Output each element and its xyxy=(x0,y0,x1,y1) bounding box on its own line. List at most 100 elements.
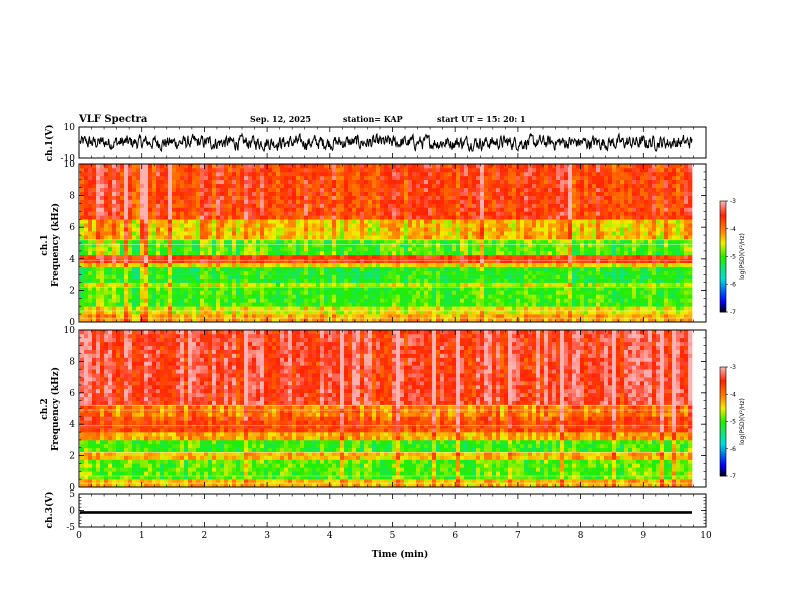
spectrogram-cell xyxy=(552,227,557,232)
spectrogram-cell xyxy=(528,274,533,279)
spectrogram-cell xyxy=(84,223,89,228)
spectrogram-cell xyxy=(280,310,285,315)
spectrogram-cell xyxy=(356,223,361,228)
spectrogram-cell xyxy=(628,262,633,268)
spectrogram-cell xyxy=(448,246,453,252)
spectrogram-cell xyxy=(636,278,641,283)
spectrogram-cell xyxy=(392,227,397,232)
spectrogram-cell xyxy=(652,282,657,287)
spectrogram-cell xyxy=(604,235,609,240)
spectrogram-cell xyxy=(580,290,585,295)
spectrogram-cell xyxy=(412,231,417,236)
spectrogram-cell xyxy=(476,219,481,224)
spectrogram-cell xyxy=(384,274,389,279)
spectrogram-cell xyxy=(436,246,441,252)
spectrogram-cell xyxy=(440,282,445,287)
spectrogram-cell xyxy=(144,199,149,204)
spectrogram-cell xyxy=(536,306,541,311)
spectrogram-cell xyxy=(228,294,233,299)
spectrogram-cell xyxy=(600,227,605,232)
spectrogram-cell xyxy=(664,227,669,232)
spectrogram-cell xyxy=(508,282,513,287)
spectrogram-cell xyxy=(540,294,545,299)
spectrogram-cell xyxy=(632,318,637,323)
spectrogram-cell xyxy=(376,298,381,303)
spectrogram-cell xyxy=(440,254,445,260)
spectrogram-cell xyxy=(632,231,637,236)
spectrogram-cell xyxy=(172,203,177,208)
spectrogram-cell xyxy=(472,246,477,252)
spectrogram-cell xyxy=(96,219,101,224)
spectrogram-cell xyxy=(536,258,541,264)
spectrogram-cell xyxy=(580,246,585,252)
spectrogram-cell xyxy=(196,207,201,212)
spectrogram-cell xyxy=(332,207,337,212)
spectrogram-cell xyxy=(644,250,649,256)
spectrogram-cell xyxy=(452,282,457,287)
spectrogram-cell xyxy=(348,278,353,283)
spectrogram-cell xyxy=(688,318,693,323)
spectrogram-cell xyxy=(304,282,309,287)
spectrogram-cell xyxy=(352,310,357,315)
spectrogram-cell xyxy=(280,278,285,283)
spectrogram-cell xyxy=(488,239,493,244)
spectrogram-cell xyxy=(636,290,641,295)
spectrogram-cell xyxy=(400,215,405,220)
spectrogram-cell xyxy=(324,207,329,212)
spectrogram-cell xyxy=(520,231,525,236)
spectrogram-cell xyxy=(88,278,93,283)
spectrogram-cell xyxy=(284,254,289,260)
spectrogram-cell xyxy=(656,199,661,204)
spectrogram-cell xyxy=(344,274,349,279)
spectrogram-cell xyxy=(156,243,161,248)
spectrogram-cell xyxy=(600,243,605,248)
spectrogram-cell xyxy=(80,266,85,271)
spectrogram-cell xyxy=(184,274,189,279)
spectrogram-cell xyxy=(308,243,313,248)
spectrogram-cell xyxy=(272,258,277,264)
spectrogram-cell xyxy=(600,270,605,275)
spectrogram-cell xyxy=(668,310,673,315)
spectrogram-cell xyxy=(464,314,469,319)
spectrogram-cell xyxy=(228,246,233,252)
spectrogram-cell xyxy=(340,235,345,240)
spectrogram-cell xyxy=(296,294,301,299)
spectrogram-cell xyxy=(176,286,181,291)
spectrogram-cell xyxy=(652,199,657,204)
spectrogram-cell xyxy=(244,243,249,248)
spectrogram-cell xyxy=(344,290,349,295)
spectrogram-cell xyxy=(436,215,441,220)
spectrogram-cell xyxy=(668,250,673,256)
spectrogram-cell xyxy=(148,290,153,295)
spectrogram-cell xyxy=(636,298,641,303)
spectrogram-cell xyxy=(244,282,249,287)
spectrogram-cell xyxy=(116,282,121,287)
spectrogram-cell xyxy=(412,215,417,220)
spectrogram-cell xyxy=(556,310,561,315)
spectrogram-cell xyxy=(264,227,269,232)
spectrogram-cell xyxy=(500,310,505,315)
spectrogram-cell xyxy=(320,318,325,323)
spectrogram-cell xyxy=(244,235,249,240)
spectrogram-cell xyxy=(436,199,441,204)
spectrogram-cell xyxy=(620,282,625,287)
spectrogram-cell xyxy=(556,314,561,319)
spectrogram-cell xyxy=(412,278,417,283)
spectrogram-cell xyxy=(292,262,297,268)
spectrogram-cell xyxy=(116,258,121,264)
spectrogram-cell xyxy=(200,318,205,323)
spectrogram-cell xyxy=(652,203,657,208)
spectrogram-cell xyxy=(376,246,381,252)
spectrogram-cell xyxy=(420,211,425,216)
spectrogram-cell xyxy=(604,199,609,204)
spectrogram-cell xyxy=(416,262,421,268)
spectrogram-cell xyxy=(376,262,381,268)
spectrogram-cell xyxy=(628,239,633,244)
spectrogram-cell xyxy=(288,231,293,236)
spectrogram-cell xyxy=(300,294,305,299)
spectrogram-cell xyxy=(244,254,249,260)
spectrogram-cell xyxy=(136,274,141,279)
spectrogram-cell xyxy=(384,282,389,287)
spectrogram-cell xyxy=(200,270,205,275)
spectrogram-cell xyxy=(196,270,201,275)
